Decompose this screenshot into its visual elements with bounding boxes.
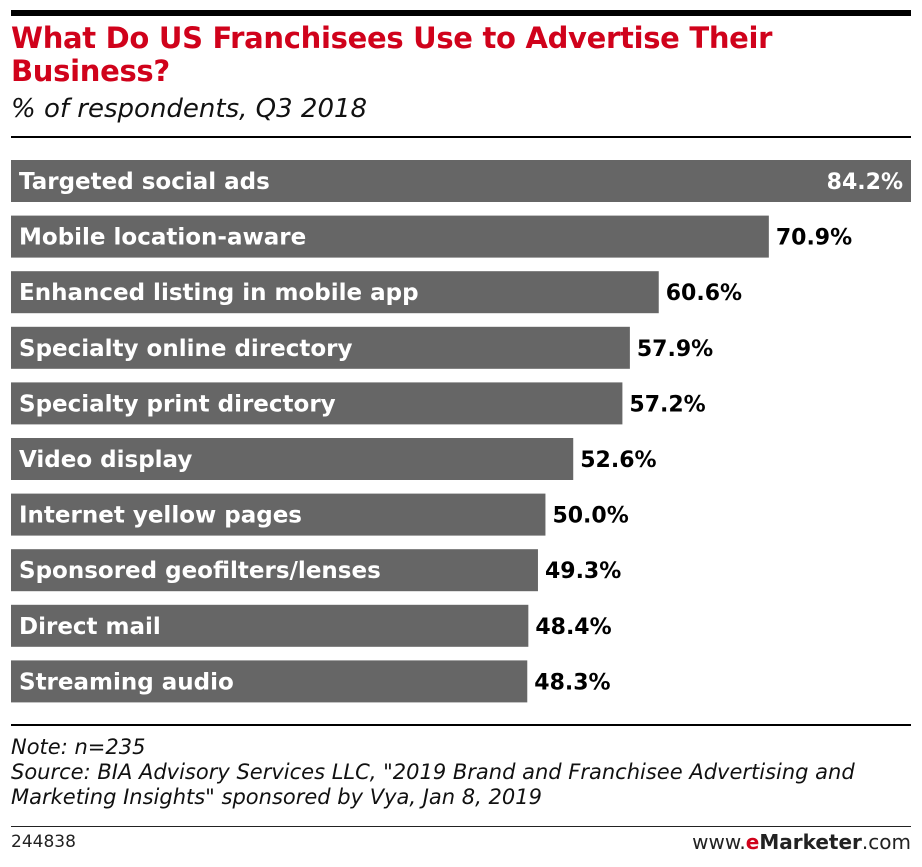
bar-value-label: 48.3% [534,670,610,695]
bar [11,271,659,314]
chart-subtitle: % of respondents, Q3 2018 [11,94,368,124]
bar [11,326,630,369]
bar-category-label: Internet yellow pages [19,503,302,529]
top-rule [11,10,911,16]
bar-category-label: Streaming audio [19,669,234,695]
bar-category-label: Specialty online directory [19,336,353,362]
header-divider [11,136,911,138]
bar-value-label: 70.9% [776,226,852,251]
brand-logo[interactable]: www.eMarketer.com [692,830,911,854]
bar-value-label: 60.6% [666,281,742,306]
brand-accent: e [745,830,760,854]
bar-category-label: Sponsored geofilters/lenses [19,558,381,584]
brand-prefix: www. [692,830,746,854]
bar-category-label: Specialty print directory [19,391,336,417]
brand-name: Marketer [759,830,862,854]
bar-value-label: 50.0% [552,504,628,529]
bar [11,215,769,258]
bar [11,160,911,202]
chart-id: 244838 [11,832,76,852]
bar-value-label: 57.9% [637,337,713,362]
bar [11,604,529,647]
bar [11,549,538,592]
bar-value-label: 49.3% [545,559,621,584]
bar-category-label: Targeted social ads [19,169,270,195]
footer-divider [11,826,911,827]
source-text: Source: BIA Advisory Services LLC, "2019… [11,760,855,809]
bar [11,493,546,536]
bar [11,438,574,480]
bar-category-label: Mobile location-aware [19,225,306,251]
bar-value-label: 52.6% [580,448,656,473]
bar-value-label: 84.2% [827,170,903,195]
bar-value-label: 57.2% [629,392,705,417]
bar [11,660,528,703]
footnote: Note: n=235 Source: BIA Advisory Services… [11,735,916,810]
bar [11,382,623,425]
note-text: Note: n=235 [11,735,146,759]
bar-value-label: 48.4% [535,615,611,640]
bar-category-label: Video display [19,447,192,473]
bar-category-label: Enhanced listing in mobile app [19,280,419,306]
bar-category-label: Direct mail [19,614,161,640]
brand-suffix: .com [861,830,911,854]
chart-title: What Do US Franchisees Use to Advertise … [11,21,773,88]
chart-bottom-divider [11,724,911,726]
